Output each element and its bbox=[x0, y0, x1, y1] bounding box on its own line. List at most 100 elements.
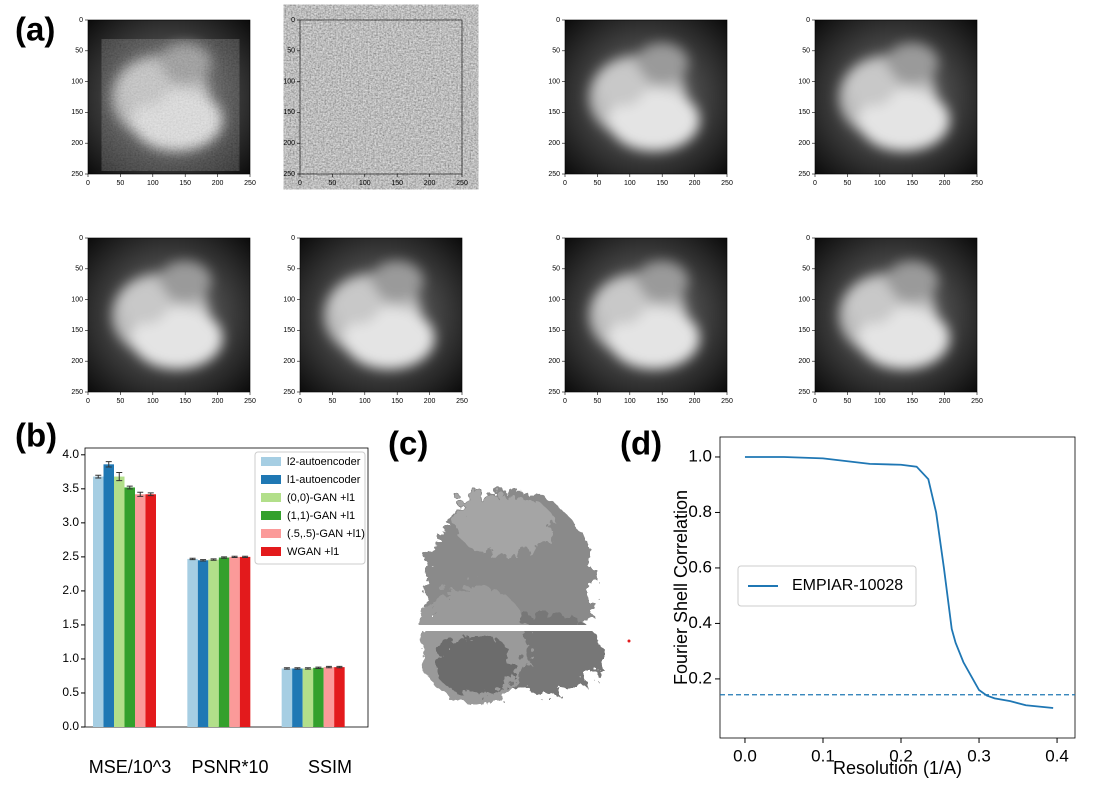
image-frame bbox=[87, 237, 251, 393]
x-tick-label: 0 bbox=[86, 398, 90, 405]
y-tick-label: 2.5 bbox=[62, 549, 79, 563]
error-bar bbox=[116, 471, 123, 482]
x-tick-label: 150 bbox=[906, 398, 918, 405]
y-tick-label: 100 bbox=[798, 78, 810, 85]
error-bar bbox=[283, 667, 290, 670]
x-tick-label: 0 bbox=[298, 398, 302, 405]
x-tick-label: 100 bbox=[874, 180, 886, 187]
y-tick-label: 2.0 bbox=[62, 583, 79, 597]
y-tick-label: 0 bbox=[556, 235, 560, 242]
x-tick-label: 250 bbox=[721, 398, 733, 405]
x-tick-label: 200 bbox=[212, 398, 224, 405]
x-tick-label: 0 bbox=[86, 180, 90, 187]
x-tick-label: 100 bbox=[624, 398, 636, 405]
x-tick-label: 0.4 bbox=[1045, 746, 1069, 765]
bar bbox=[302, 668, 314, 727]
x-tick-label: 250 bbox=[721, 180, 733, 187]
y-tick-label: 50 bbox=[802, 266, 810, 273]
y-tick-label: 150 bbox=[283, 109, 295, 116]
error-bar bbox=[325, 665, 332, 669]
x-tick-label: SSIM bbox=[308, 757, 352, 777]
y-tick-label: 200 bbox=[283, 358, 295, 365]
particle-blob bbox=[608, 89, 700, 151]
bar bbox=[313, 667, 324, 727]
image-panel: 0 0 50 50 100 100 150 150 200 200 250 250 bbox=[71, 17, 256, 187]
y-tick-label: 100 bbox=[548, 296, 560, 303]
particle-blob bbox=[847, 281, 896, 325]
x-tick-label: 250 bbox=[456, 398, 468, 405]
y-tick-label: 1.0 bbox=[688, 446, 712, 465]
x-tick-label: 250 bbox=[971, 180, 983, 187]
y-tick-label: 0.6 bbox=[688, 557, 712, 576]
x-tick-label: 0.0 bbox=[733, 746, 757, 765]
x-tick-label: 0 bbox=[563, 180, 567, 187]
y-tick-label: 150 bbox=[548, 109, 560, 116]
x-tick-label: 200 bbox=[689, 398, 701, 405]
x-tick-label: 100 bbox=[624, 180, 636, 187]
y-tick-label: 50 bbox=[75, 48, 83, 55]
legend-box bbox=[737, 565, 917, 607]
y-tick-label: 150 bbox=[71, 327, 83, 334]
x-axis-label: Resolution (1/A) bbox=[833, 758, 962, 778]
particle bbox=[324, 261, 435, 369]
y-tick-label: 1.5 bbox=[62, 617, 79, 631]
legend-swatch bbox=[261, 511, 281, 520]
y-tick-label: 150 bbox=[798, 109, 810, 116]
y-tick-label: 100 bbox=[798, 296, 810, 303]
legend-swatch bbox=[261, 457, 281, 466]
x-tick-label: 0 bbox=[298, 180, 302, 187]
bar bbox=[218, 557, 230, 727]
x-tick-label: 150 bbox=[179, 398, 191, 405]
y-tick-label: 100 bbox=[71, 296, 83, 303]
x-tick-label: 0 bbox=[563, 398, 567, 405]
error-bar bbox=[200, 559, 207, 562]
x-tick-label: 250 bbox=[244, 180, 256, 187]
x-tick-label: 200 bbox=[212, 180, 224, 187]
particle-blob bbox=[131, 307, 223, 369]
y-tick-label: 0.5 bbox=[62, 685, 79, 699]
particle-blob bbox=[597, 63, 646, 107]
error-bar bbox=[221, 556, 228, 559]
legend-label: (1,1)-GAN +l1 bbox=[287, 510, 355, 522]
y-tick-label: 4.0 bbox=[62, 447, 79, 461]
y-tick-label: 0 bbox=[556, 17, 560, 24]
noise-image bbox=[300, 20, 462, 174]
y-tick-label: 200 bbox=[283, 140, 295, 147]
x-tick-label: 200 bbox=[424, 180, 436, 187]
x-tick-label: 250 bbox=[456, 180, 468, 187]
legend-swatch bbox=[261, 475, 281, 484]
dot bbox=[627, 639, 631, 643]
x-tick-label: 50 bbox=[117, 180, 125, 187]
particle-blob bbox=[597, 281, 646, 325]
x-tick-label: 150 bbox=[906, 180, 918, 187]
particle-blob bbox=[847, 63, 896, 107]
legend-label: l1-autoencoder bbox=[287, 474, 361, 486]
bar bbox=[93, 476, 104, 727]
image-panel: 0 0 50 50 100 100 150 150 200 200 250 250 bbox=[71, 235, 256, 405]
x-tick-label: 100 bbox=[874, 398, 886, 405]
y-tick-label: 250 bbox=[798, 389, 810, 396]
y-tick-label: 250 bbox=[71, 389, 83, 396]
x-tick-label: 250 bbox=[244, 398, 256, 405]
bar bbox=[124, 487, 135, 727]
y-tick-label: 50 bbox=[75, 266, 83, 273]
error-bar bbox=[336, 665, 343, 669]
particle-blob bbox=[858, 307, 950, 369]
image-panel: 0 0 50 50 100 100 150 150 200 200 250 250 bbox=[798, 235, 983, 405]
x-tick-label: 0 bbox=[813, 398, 817, 405]
x-tick-label: 150 bbox=[179, 180, 191, 187]
y-tick-label: 0.0 bbox=[62, 719, 79, 733]
y-tick-label: 3.5 bbox=[62, 481, 79, 495]
y-tick-label: 3.0 bbox=[62, 515, 79, 529]
x-tick-label: 50 bbox=[594, 398, 602, 405]
error-bar bbox=[137, 491, 144, 497]
image-panel: 0 0 50 50 100 100 150 150 200 200 250 250 bbox=[798, 17, 983, 187]
y-tick-label: 150 bbox=[71, 109, 83, 116]
x-tick-label: 100 bbox=[359, 398, 371, 405]
particle-blob bbox=[608, 307, 700, 369]
legend-label: (0,0)-GAN +l1 bbox=[287, 492, 355, 504]
legend-swatch bbox=[261, 529, 281, 538]
bar bbox=[114, 476, 125, 727]
particle-blob bbox=[636, 261, 689, 302]
x-tick-label: 200 bbox=[689, 180, 701, 187]
